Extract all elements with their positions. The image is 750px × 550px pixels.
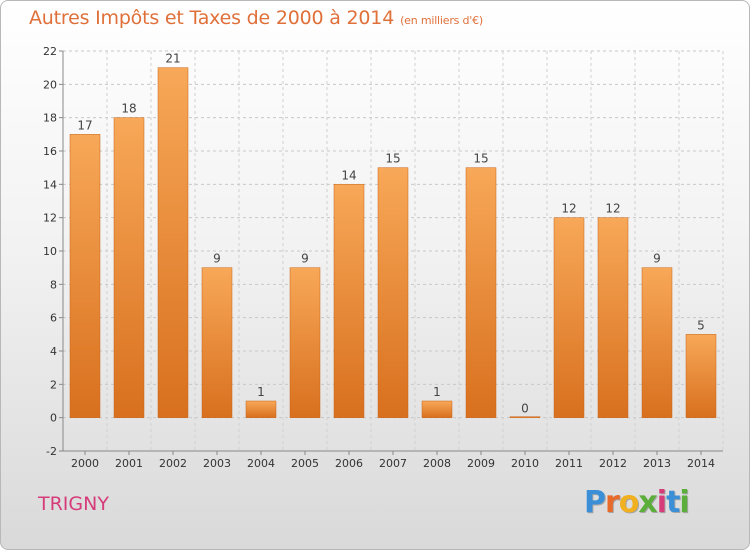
x-tick-label: 2011 bbox=[555, 457, 583, 470]
data-label: 15 bbox=[473, 152, 488, 166]
bar bbox=[377, 167, 409, 418]
data-label: 9 bbox=[301, 252, 309, 266]
y-tick-label: 10 bbox=[43, 245, 57, 258]
bar bbox=[597, 217, 629, 418]
data-label: 0 bbox=[521, 402, 529, 416]
data-label: 14 bbox=[341, 168, 356, 182]
data-label: 9 bbox=[653, 252, 661, 266]
x-tick-label: 2007 bbox=[379, 457, 407, 470]
data-label: 21 bbox=[165, 52, 180, 66]
chart-title: Autres Impôts et Taxes de 2000 à 2014 (en… bbox=[29, 7, 483, 29]
logo-letter: o bbox=[618, 485, 640, 520]
x-tick-label: 2006 bbox=[335, 457, 363, 470]
x-tick-label: 2013 bbox=[643, 457, 671, 470]
data-label: 9 bbox=[213, 252, 221, 266]
y-tick-label: 6 bbox=[50, 312, 57, 325]
y-tick-label: 16 bbox=[43, 145, 57, 158]
bar bbox=[157, 67, 189, 418]
data-label: 17 bbox=[77, 118, 92, 132]
data-label: 12 bbox=[561, 202, 576, 216]
bar bbox=[421, 400, 453, 418]
bar bbox=[69, 134, 101, 418]
logo-letter: i bbox=[656, 485, 667, 520]
y-tick-label: 12 bbox=[43, 212, 57, 225]
bar bbox=[201, 267, 233, 418]
logo-letter: t bbox=[666, 485, 680, 520]
x-tick-label: 2000 bbox=[71, 457, 99, 470]
x-tick-label: 2003 bbox=[203, 457, 231, 470]
bar bbox=[509, 416, 541, 418]
data-label: 18 bbox=[121, 102, 136, 116]
x-tick-label: 2001 bbox=[115, 457, 143, 470]
bar bbox=[553, 217, 585, 418]
y-tick-label: 2 bbox=[50, 378, 57, 391]
x-tick-label: 2012 bbox=[599, 457, 627, 470]
x-tick-label: 2008 bbox=[423, 457, 451, 470]
logo-letter: P bbox=[584, 485, 606, 520]
logo-letter: r bbox=[605, 485, 620, 520]
logo-letter: x bbox=[638, 485, 657, 520]
y-tick-label: 18 bbox=[43, 112, 57, 125]
chart-subtitle: (en milliers d'€) bbox=[400, 14, 483, 27]
data-label: 12 bbox=[605, 202, 620, 216]
data-label: 1 bbox=[257, 385, 265, 399]
x-tick-label: 2005 bbox=[291, 457, 319, 470]
bar bbox=[685, 334, 717, 418]
bar bbox=[641, 267, 673, 418]
bar bbox=[333, 184, 365, 418]
x-tick-label: 2014 bbox=[687, 457, 715, 470]
y-tick-label: 0 bbox=[50, 412, 57, 425]
x-tick-label: 2009 bbox=[467, 457, 495, 470]
bar bbox=[465, 167, 497, 418]
y-tick-label: 14 bbox=[43, 178, 57, 191]
chart-title-text: Autres Impôts et Taxes de 2000 à 2014 bbox=[29, 7, 395, 29]
data-label: 5 bbox=[697, 318, 705, 332]
bar bbox=[245, 400, 277, 418]
data-label: 1 bbox=[433, 385, 441, 399]
y-tick-label: -2 bbox=[46, 445, 57, 458]
y-tick-label: 22 bbox=[43, 45, 57, 58]
y-tick-label: 8 bbox=[50, 278, 57, 291]
y-tick-label: 20 bbox=[43, 78, 57, 91]
logo-letter: i bbox=[679, 485, 689, 520]
place-name: TRIGNY bbox=[38, 493, 109, 515]
y-tick-label: 4 bbox=[50, 345, 57, 358]
x-tick-label: 2010 bbox=[511, 457, 539, 470]
bar bbox=[113, 117, 145, 418]
data-label: 15 bbox=[385, 152, 400, 166]
proxiti-logo: Proxiti bbox=[584, 485, 690, 520]
x-tick-label: 2004 bbox=[247, 457, 275, 470]
x-tick-label: 2002 bbox=[159, 457, 187, 470]
bar bbox=[289, 267, 321, 418]
